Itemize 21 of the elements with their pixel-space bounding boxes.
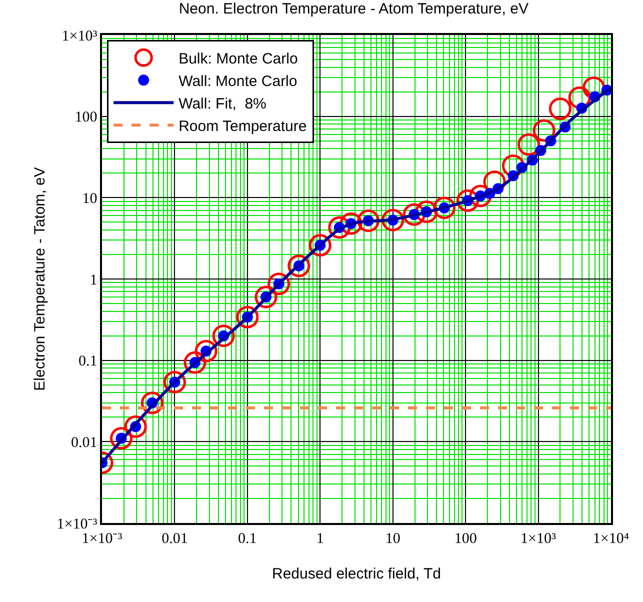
y-tick-label: 1×10³ (62, 28, 98, 44)
legend-label: Wall: Monte Carlo (178, 72, 298, 90)
x-tick-label: 0.1 (238, 530, 257, 547)
x-tick-label: 100 (454, 530, 477, 547)
legend-label: Bulk: Monte Carlo (178, 50, 298, 68)
x-tick-label: 0.01 (162, 530, 188, 547)
y-tick-label: 1×10⁻³ (56, 516, 98, 532)
y-tick-label: 0.1 (78, 354, 98, 370)
legend-label: Wall: Fit, 8% (178, 95, 266, 112)
x-tick-label: 1 (316, 530, 324, 547)
chart-title: Neon. Electron Temperature - Atom Temperature, eV (178, 0, 528, 18)
y-tick-label: 0.01 (71, 434, 98, 451)
x-axis-title: Redused electric field, Td (272, 565, 441, 582)
y-tick-label: 1 (90, 272, 98, 288)
x-tick-label: 10 (385, 530, 400, 547)
legend-label: Room Temperature (178, 118, 307, 135)
x-tick-label: 1×10⁴ (592, 530, 630, 547)
x-tick-label: 1×10³ (520, 530, 557, 547)
y-axis-title: Electron Temperature - Tatom, eV (32, 167, 49, 391)
y-tick-label: 100 (74, 110, 98, 126)
y-tick-label: 10 (82, 190, 98, 207)
